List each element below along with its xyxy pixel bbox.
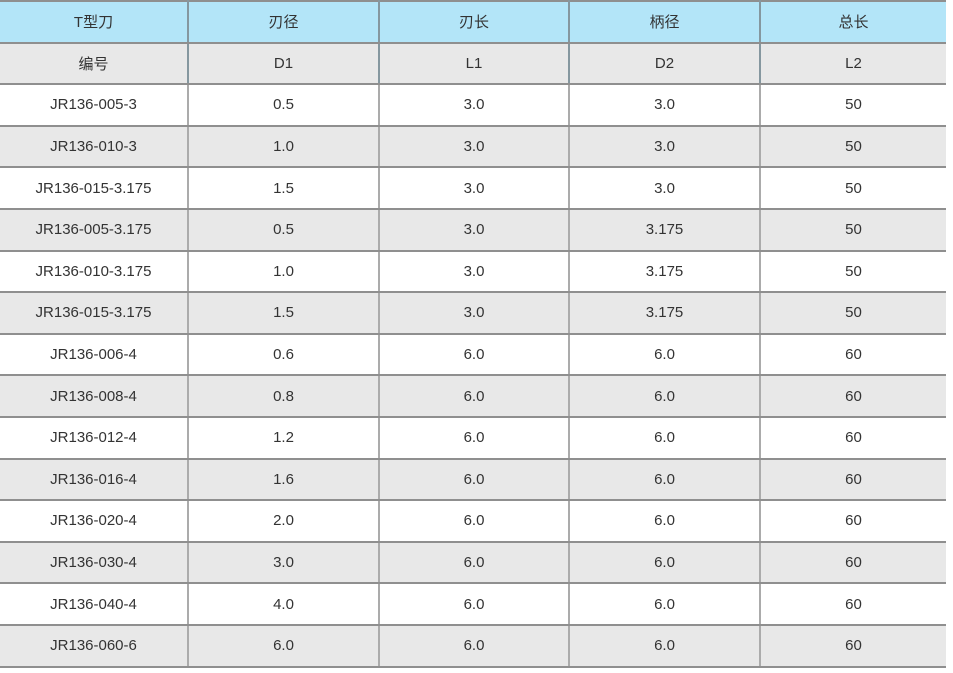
part-number-cell: JR136-012-4 [0, 416, 189, 460]
value-cell: 3.0 [569, 84, 761, 127]
value-cell: 1.5 [188, 292, 380, 335]
value-cell: 3.0 [569, 167, 761, 210]
header-cell-d2: D2 [569, 42, 761, 86]
value-cell: 6.0 [379, 583, 570, 626]
value-cell: 50 [760, 84, 946, 127]
part-number-cell: JR136-030-4 [0, 541, 189, 585]
value-cell: 6.0 [569, 624, 761, 668]
part-number-cell: JR136-005-3.175 [0, 208, 189, 252]
header-row-code: 编号 D1 L1 D2 L2 [0, 42, 946, 86]
value-cell: 60 [760, 333, 946, 377]
part-number-cell: JR136-016-4 [0, 458, 189, 502]
part-number-cell: JR136-008-4 [0, 375, 189, 418]
value-cell: 50 [760, 167, 946, 210]
value-cell: 3.175 [569, 292, 761, 335]
value-cell: 3.0 [379, 250, 570, 294]
value-cell: 6.0 [569, 375, 761, 418]
value-cell: 0.5 [188, 208, 380, 252]
value-cell: 60 [760, 416, 946, 460]
value-cell: 60 [760, 458, 946, 502]
value-cell: 6.0 [379, 333, 570, 377]
table-row: JR136-010-3.175 1.0 3.0 3.175 50 [0, 250, 946, 294]
value-cell: 0.8 [188, 375, 380, 418]
part-number-cell: JR136-060-6 [0, 624, 189, 668]
value-cell: 50 [760, 250, 946, 294]
value-cell: 3.0 [379, 208, 570, 252]
value-cell: 1.0 [188, 125, 380, 169]
value-cell: 60 [760, 541, 946, 585]
part-number-cell: JR136-020-4 [0, 500, 189, 543]
value-cell: 1.2 [188, 416, 380, 460]
part-number-cell: JR136-015-3.175 [0, 167, 189, 210]
value-cell: 3.0 [569, 125, 761, 169]
header-cell-tool-type: T型刀 [0, 1, 189, 44]
part-number-cell: JR136-040-4 [0, 583, 189, 626]
table-row: JR136-005-3.175 0.5 3.0 3.175 50 [0, 208, 946, 252]
part-number-cell: JR136-005-3 [0, 84, 189, 127]
value-cell: 6.0 [379, 458, 570, 502]
value-cell: 3.0 [379, 292, 570, 335]
table-row: JR136-060-6 6.0 6.0 6.0 60 [0, 624, 946, 668]
value-cell: 6.0 [569, 416, 761, 460]
value-cell: 3.175 [569, 208, 761, 252]
value-cell: 6.0 [569, 583, 761, 626]
value-cell: 3.0 [379, 125, 570, 169]
value-cell: 0.6 [188, 333, 380, 377]
value-cell: 6.0 [379, 500, 570, 543]
value-cell: 3.0 [188, 541, 380, 585]
value-cell: 2.0 [188, 500, 380, 543]
table-header: T型刀 刃径 刃长 柄径 总长 编号 D1 L1 D2 L2 [0, 1, 946, 86]
value-cell: 6.0 [569, 541, 761, 585]
table-row: JR136-016-4 1.6 6.0 6.0 60 [0, 458, 946, 502]
value-cell: 6.0 [569, 333, 761, 377]
table-body: JR136-005-3 0.5 3.0 3.0 50 JR136-010-3 1.0 3.0 3… [0, 84, 946, 668]
table-row: JR136-005-3 0.5 3.0 3.0 50 [0, 84, 946, 127]
part-number-cell: JR136-015-3.175 [0, 292, 189, 335]
value-cell: 6.0 [379, 541, 570, 585]
value-cell: 0.5 [188, 84, 380, 127]
part-number-cell: JR136-010-3.175 [0, 250, 189, 294]
value-cell: 6.0 [379, 416, 570, 460]
table-row: JR136-008-4 0.8 6.0 6.0 60 [0, 375, 946, 418]
header-cell-shank-dia: 柄径 [569, 1, 761, 44]
header-cell-blade-len: 刃长 [379, 1, 570, 44]
value-cell: 6.0 [188, 624, 380, 668]
value-cell: 50 [760, 292, 946, 335]
table-row: JR136-015-3.175 1.5 3.0 3.0 50 [0, 167, 946, 210]
value-cell: 3.175 [569, 250, 761, 294]
value-cell: 1.0 [188, 250, 380, 294]
part-number-cell: JR136-006-4 [0, 333, 189, 377]
table-row: JR136-030-4 3.0 6.0 6.0 60 [0, 541, 946, 585]
value-cell: 60 [760, 583, 946, 626]
header-cell-l2: L2 [760, 42, 946, 86]
table-row: JR136-006-4 0.6 6.0 6.0 60 [0, 333, 946, 377]
header-cell-d1: D1 [188, 42, 380, 86]
value-cell: 3.0 [379, 167, 570, 210]
value-cell: 6.0 [379, 375, 570, 418]
value-cell: 4.0 [188, 583, 380, 626]
value-cell: 50 [760, 208, 946, 252]
value-cell: 6.0 [379, 624, 570, 668]
value-cell: 60 [760, 500, 946, 543]
value-cell: 60 [760, 375, 946, 418]
value-cell: 3.0 [379, 84, 570, 127]
table-row: JR136-020-4 2.0 6.0 6.0 60 [0, 500, 946, 543]
table-row: JR136-010-3 1.0 3.0 3.0 50 [0, 125, 946, 169]
header-cell-blade-dia: 刃径 [188, 1, 380, 44]
value-cell: 6.0 [569, 500, 761, 543]
table-row: JR136-015-3.175 1.5 3.0 3.175 50 [0, 292, 946, 335]
header-cell-l1: L1 [379, 42, 570, 86]
value-cell: 1.6 [188, 458, 380, 502]
value-cell: 1.5 [188, 167, 380, 210]
value-cell: 50 [760, 125, 946, 169]
table-row: JR136-012-4 1.2 6.0 6.0 60 [0, 416, 946, 460]
part-number-cell: JR136-010-3 [0, 125, 189, 169]
header-row-chinese: T型刀 刃径 刃长 柄径 总长 [0, 1, 946, 44]
value-cell: 6.0 [569, 458, 761, 502]
value-cell: 60 [760, 624, 946, 668]
table-row: JR136-040-4 4.0 6.0 6.0 60 [0, 583, 946, 626]
header-cell-part-no: 编号 [0, 42, 189, 86]
header-cell-total-len: 总长 [760, 1, 946, 44]
